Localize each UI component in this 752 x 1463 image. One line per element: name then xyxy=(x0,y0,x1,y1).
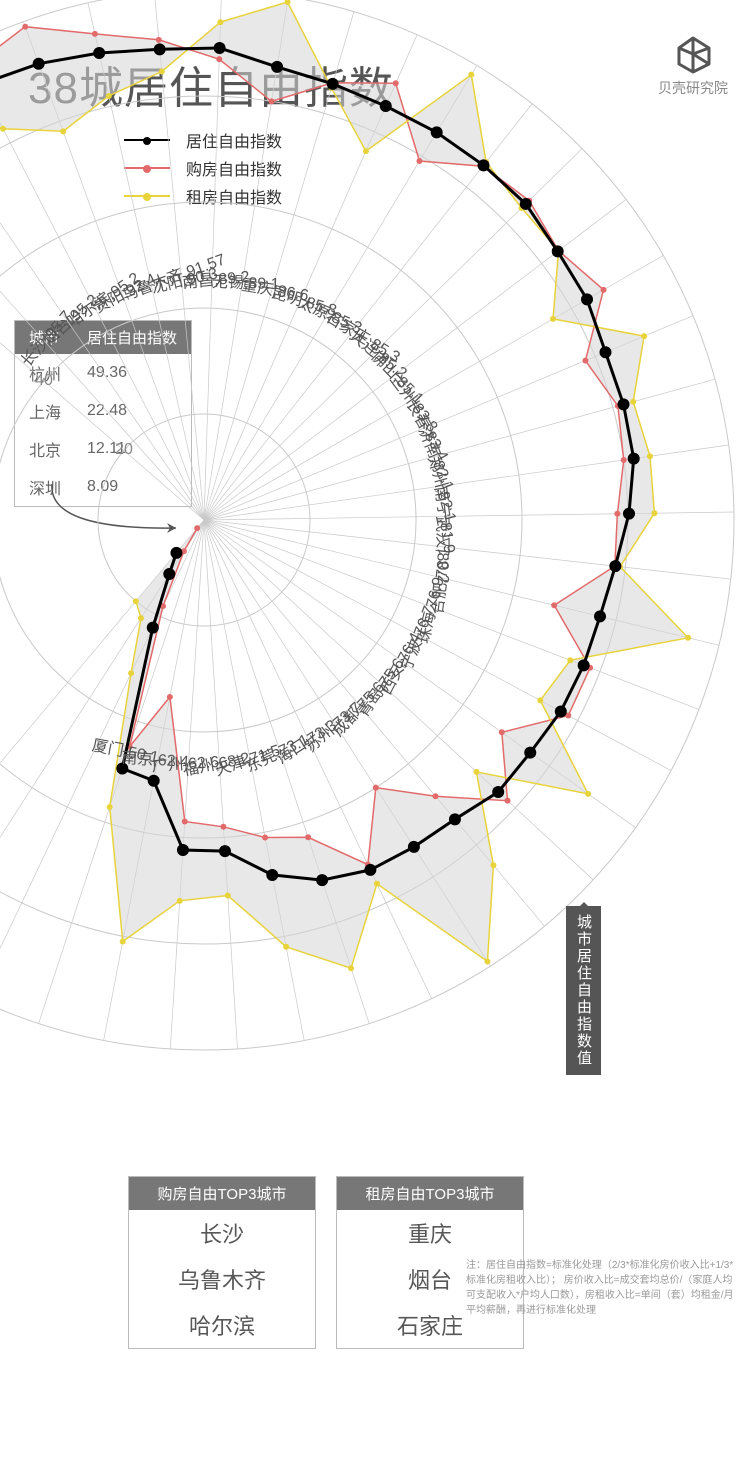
top3-buy-item: 乌鲁木齐 xyxy=(129,1256,315,1302)
top3-buy: 购房自由TOP3城市 长沙 乌鲁木齐 哈尔滨 xyxy=(128,1176,316,1349)
top3-buy-title: 购房自由TOP3城市 xyxy=(129,1177,315,1210)
top3-buy-item: 哈尔滨 xyxy=(129,1302,315,1348)
value-flag: 城市居住自由指数值 xyxy=(566,906,601,1075)
footnote: 注：居住自由指数=标准化处理（2/3*标准化房价收入比+1/3*标准化房租收入比… xyxy=(466,1258,734,1318)
top3-rent-title: 租房自由TOP3城市 xyxy=(337,1177,523,1210)
top3-rent-item: 重庆 xyxy=(337,1210,523,1256)
top3-buy-item: 长沙 xyxy=(129,1210,315,1256)
page: 38城居住自由指数 贝壳研究院 居住自由指数 购房自由指数 租房自由指数 城市 … xyxy=(0,0,752,1463)
